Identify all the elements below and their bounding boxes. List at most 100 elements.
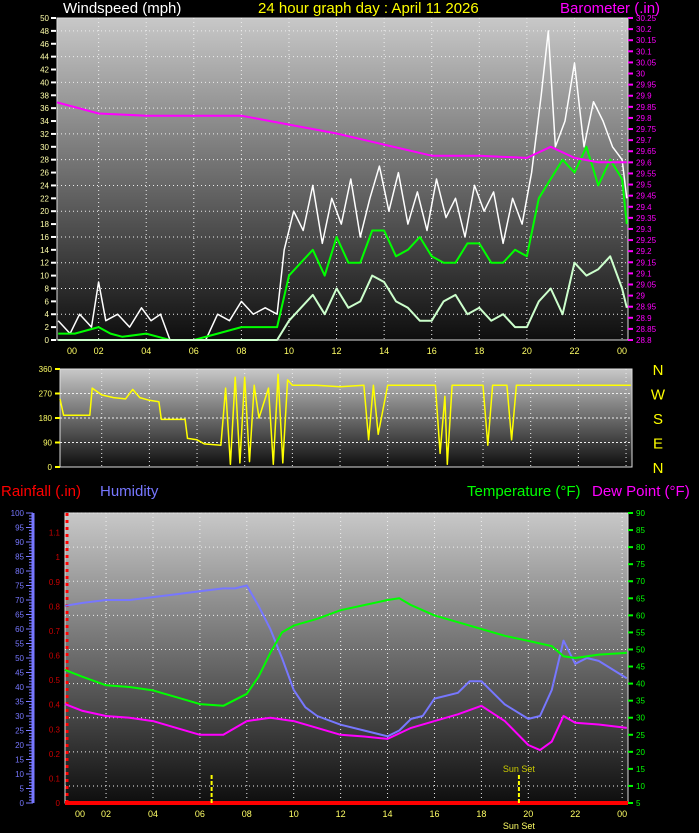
barometer-y-tick-label: 30.2 xyxy=(636,25,652,34)
barometer-y-tick-label: 28.85 xyxy=(636,325,657,334)
wind-y-tick-label: 42 xyxy=(40,66,49,75)
temperature-y-tick-label: 40 xyxy=(636,680,645,689)
barometer-y-tick-label: 30 xyxy=(636,70,645,79)
wind-x-tick-label: 22 xyxy=(569,346,579,356)
humidity-y-tick-label: 50 xyxy=(15,654,24,663)
humidity-y-tick-label: 60 xyxy=(15,625,24,634)
barometer-y-tick-label: 29.15 xyxy=(636,258,657,267)
gust-series-line xyxy=(57,30,628,341)
compass-label-n: N xyxy=(653,362,664,379)
barometer-y-tick-label: 29.75 xyxy=(636,125,657,134)
humidity-y-tick-label: 15 xyxy=(15,756,24,765)
climate-x-tick-label: 20 xyxy=(523,809,533,819)
barometer-y-tick-label: 28.95 xyxy=(636,303,657,312)
wind-y-tick-label: 30 xyxy=(40,143,49,152)
barometer-y-tick-label: 29.65 xyxy=(636,147,657,156)
rainfall-y-tick-label: 0.6 xyxy=(49,652,61,661)
humidity-y-tick-label: 0 xyxy=(20,799,25,808)
barometer-y-tick-label: 29.25 xyxy=(636,236,657,245)
sunset-x-label: Sun Set xyxy=(503,821,536,831)
wind-x-tick-label: 08 xyxy=(236,346,246,356)
temperature-y-tick-label: 75 xyxy=(636,560,645,569)
wind-y-tick-label: 2 xyxy=(45,323,50,332)
humidity-y-tick-label: 85 xyxy=(15,553,24,562)
wind-x-tick-label: 04 xyxy=(141,346,151,356)
temperature-y-tick-label: 35 xyxy=(636,697,645,706)
wind-y-tick-label: 20 xyxy=(40,207,49,216)
humidity-y-tick-label: 80 xyxy=(15,567,24,576)
temperature-y-tick-label: 20 xyxy=(636,748,645,757)
wind-y-tick-label: 24 xyxy=(40,181,49,190)
rainfall-y-tick-label: 1 xyxy=(56,553,61,562)
wind-y-tick-label: 48 xyxy=(40,27,49,36)
wind-y-tick-label: 46 xyxy=(40,40,49,49)
barometer-y-tick-label: 29.6 xyxy=(636,158,652,167)
wind-x-tick-label: 02 xyxy=(94,346,104,356)
compass-label-w: W xyxy=(651,387,666,404)
rainfall-y-tick-label: 0.2 xyxy=(49,750,61,759)
wind-y-tick-label: 38 xyxy=(40,91,49,100)
climate-x-tick-label: 08 xyxy=(242,809,252,819)
wind-y-tick-label: 32 xyxy=(40,130,49,139)
climate-x-tick-label: 00 xyxy=(617,809,627,819)
climate-x-tick-label: 22 xyxy=(570,809,580,819)
rainfall-y-tick-label: 0.3 xyxy=(49,725,61,734)
direction-y-tick-label: 360 xyxy=(39,365,53,374)
wind-y-tick-label: 50 xyxy=(40,14,49,23)
humidity-y-tick-label: 20 xyxy=(15,741,24,750)
temperature-series-line xyxy=(64,597,627,707)
wind-x-tick-label: 16 xyxy=(427,346,437,356)
wind-y-tick-label: 22 xyxy=(40,194,49,203)
humidity-y-tick-label: 100 xyxy=(11,509,25,518)
barometer-y-tick-label: 29.85 xyxy=(636,103,657,112)
wind-y-tick-label: 0 xyxy=(45,336,50,345)
humidity-y-tick-label: 70 xyxy=(15,596,24,605)
wind-y-tick-label: 14 xyxy=(40,246,49,255)
rainfall-title: Rainfall (.in) xyxy=(1,483,81,500)
direction-y-tick-label: 180 xyxy=(39,414,53,423)
wind-direction-series-line xyxy=(59,373,631,466)
humidity-y-tick-label: 40 xyxy=(15,683,24,692)
temperature-y-tick-label: 65 xyxy=(636,594,645,603)
dewpoint-title: Dew Point (°F) xyxy=(592,483,690,500)
wind-x-tick-label: 06 xyxy=(189,346,199,356)
barometer-y-tick-label: 29.05 xyxy=(636,280,657,289)
barometer-y-tick-label: 29.95 xyxy=(636,81,657,90)
wind-y-tick-label: 40 xyxy=(40,78,49,87)
humidity-series-line xyxy=(64,584,628,738)
barometer-y-tick-label: 28.8 xyxy=(636,336,652,345)
humidity-y-tick-label: 55 xyxy=(15,640,24,649)
rainfall-y-tick-label: 0 xyxy=(56,799,61,808)
direction-y-tick-label: 90 xyxy=(43,439,52,448)
barometer-y-tick-label: 29.7 xyxy=(636,136,652,145)
climate-x-tick-label: 16 xyxy=(429,809,439,819)
barometer-y-tick-label: 30.15 xyxy=(636,36,657,45)
wind-x-tick-label: 00 xyxy=(617,346,627,356)
barometer-y-tick-label: 29.9 xyxy=(636,92,652,101)
humidity-y-tick-label: 65 xyxy=(15,611,24,620)
low_wind-series-line xyxy=(58,255,628,341)
climate-x-tick-label: 12 xyxy=(336,809,346,819)
barometer-y-tick-label: 29.3 xyxy=(636,225,652,234)
wind-y-tick-label: 16 xyxy=(40,233,49,242)
rainfall-y-tick-label: 0.4 xyxy=(49,701,61,710)
wind-plot-area xyxy=(56,17,629,341)
barometer-y-tick-label: 29.8 xyxy=(636,114,652,123)
barometer-y-tick-label: 29 xyxy=(636,292,645,301)
windspeed-title: Windspeed (mph) xyxy=(63,0,181,17)
humidity-y-tick-label: 90 xyxy=(15,538,24,547)
barometer-y-tick-label: 29.2 xyxy=(636,247,652,256)
dewpoint-series-line xyxy=(64,703,627,752)
barometer-y-tick-label: 30.05 xyxy=(636,58,657,67)
barometer-title: Barometer (.in) xyxy=(560,0,660,17)
wind-y-tick-label: 34 xyxy=(40,117,49,126)
climate-x-tick-label: 00 xyxy=(75,809,85,819)
wind-x-tick-label: 20 xyxy=(522,346,532,356)
barometer-y-tick-label: 29.5 xyxy=(636,181,652,190)
temperature-y-tick-label: 15 xyxy=(636,765,645,774)
temperature-y-tick-label: 10 xyxy=(636,782,645,791)
humidity-y-tick-label: 30 xyxy=(15,712,24,721)
sunset-annotation: Sun Set xyxy=(503,764,536,774)
climate-x-tick-label: 04 xyxy=(148,809,158,819)
